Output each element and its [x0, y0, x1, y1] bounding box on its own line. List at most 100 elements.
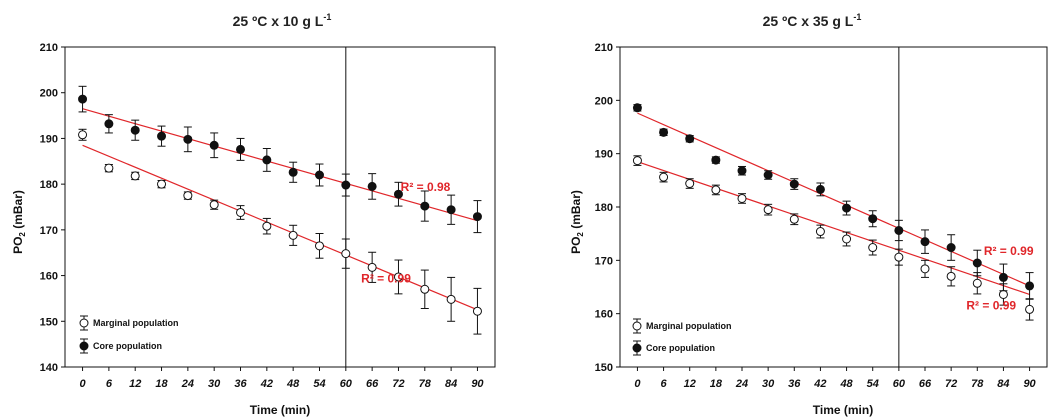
- chart-left-marginal-point: [341, 249, 351, 259]
- chart-right-plot-frame: [619, 46, 1048, 368]
- legend-marginal-marker: [79, 318, 89, 328]
- chart-right-core-point: [998, 272, 1008, 282]
- chart-left-marginal-point: [262, 221, 272, 231]
- chart-left-marginal-r2-label: R² = 0.99: [361, 271, 411, 285]
- chart-left-marginal-point: [446, 294, 456, 304]
- chart-right-ytick-label: 180: [595, 202, 613, 214]
- chart-left-core-regression-line: [82, 108, 478, 222]
- chart-right-marginal-point: [789, 214, 799, 224]
- chart-right-core-point: [659, 127, 669, 137]
- chart-right-xtick-label: 84: [997, 378, 1009, 390]
- chart-left-xtick-label: 72: [392, 378, 404, 390]
- chart-right-marginal-point: [1025, 304, 1035, 314]
- chart-right-marginal-point: [920, 264, 930, 274]
- chart-left-marginal-point: [236, 207, 246, 217]
- chart-right-xtick-label: 0: [634, 378, 641, 390]
- chart-left-marginal-point: [367, 262, 377, 272]
- chart-right-marginal-point: [711, 185, 721, 195]
- chart-left-core-point: [104, 119, 114, 129]
- chart-right-core-point: [815, 184, 825, 194]
- chart-right-core-point: [789, 179, 799, 189]
- chart-right-core-point: [737, 166, 747, 176]
- chart-left-xtick-label: 84: [445, 378, 457, 390]
- chart-left-core-point: [288, 167, 298, 177]
- legend-marginal-label: Marginal population: [93, 318, 179, 328]
- chart-left-axes: 140 150 160 170 180 190 200 210 0 6 12 18 24 30 36 42 48…: [40, 42, 496, 390]
- chart-left-marginal-point: [472, 306, 482, 316]
- chart-left-marginal-point: [157, 179, 167, 189]
- chart-left-marginal-point: [78, 130, 88, 140]
- chart-left-xtick-label: 90: [471, 378, 484, 390]
- chart-right-marginal-r2-label: R² = 0.99: [966, 298, 1016, 312]
- chart-right-marginal-point: [894, 252, 904, 262]
- chart-left-core-point: [446, 205, 456, 215]
- chart-left-marginal-point: [209, 200, 219, 210]
- chart-left-core-point: [236, 144, 246, 154]
- chart-left-xtick-label: 18: [155, 378, 168, 390]
- chart-right-axes: 150 160 170 180 190 200 210 0 6 12 18 24 30 36 42 48 54 6…: [595, 42, 1048, 390]
- chart-right-core-point: [920, 237, 930, 247]
- chart-right-ylabel-tail: (mBar): [569, 190, 583, 232]
- chart-left-ylabel-sub: 2: [18, 232, 27, 237]
- chart-right-xtick-label: 30: [762, 378, 775, 390]
- chart-right-xtick-label: 24: [735, 378, 748, 390]
- chart-right-xtick-label: 66: [919, 378, 932, 390]
- chart-right-legend: Marginal population Core population: [632, 318, 732, 356]
- chart-right-ytick-label: 210: [595, 42, 613, 54]
- chart-right-xtick-label: 18: [710, 378, 723, 390]
- chart-left-core-point: [262, 155, 272, 165]
- chart-right-marginal-point: [868, 243, 878, 253]
- legend-core-label: Core population: [646, 343, 715, 353]
- chart-left-marginal-point: [393, 272, 403, 282]
- chart-left-core-point: [420, 201, 430, 211]
- chart-left-core-point: [367, 181, 377, 191]
- chart-left-xtick-label: 54: [313, 378, 325, 390]
- chart-right-marginal-point: [946, 271, 956, 281]
- chart-right-xtick-label: 48: [839, 378, 853, 390]
- chart-left-ytick-label: 150: [40, 316, 58, 328]
- chart-left-core-point: [130, 125, 140, 135]
- legend-core-marker: [632, 343, 642, 353]
- chart-left-ylabel-tail: (mBar): [11, 190, 25, 232]
- chart-right-xtick-label: 72: [945, 378, 957, 390]
- chart-left-title-sup: -1: [323, 12, 331, 22]
- chart-left-ytick-label: 200: [40, 88, 58, 100]
- legend-core-label: Core population: [93, 341, 162, 351]
- legend-core-marker: [79, 341, 89, 351]
- chart-left-marginal-point: [420, 284, 430, 294]
- chart-right-marginal-point: [972, 278, 982, 288]
- chart-right-core-point: [868, 214, 878, 224]
- chart-left-ytick-label: 190: [40, 133, 58, 145]
- chart-right-ytick-label: 200: [595, 95, 613, 107]
- chart-left-title: 25 ºC x 10 g L-1: [233, 12, 332, 29]
- chart-left-xtick-label: 60: [340, 378, 353, 390]
- chart-right-title-main: 25 ºC x 35 g L: [763, 13, 854, 29]
- chart-right-marginal-point: [763, 205, 773, 215]
- chart-right-marginal-point: [737, 193, 747, 203]
- chart-right: 25 ºC x 35 g L-1 150 160 170 180 190 200 210 0 6…: [569, 12, 1048, 417]
- chart-right-xtick-label: 12: [684, 378, 696, 390]
- chart-left-core-point: [183, 134, 193, 144]
- chart-right-xtick-label: 60: [893, 378, 906, 390]
- chart-left-core-point: [393, 189, 403, 199]
- chart-left-xtick-label: 36: [234, 378, 247, 390]
- chart-left-core-point: [78, 94, 88, 104]
- chart-left-xtick-label: 0: [79, 378, 86, 390]
- chart-left-marginal-point: [104, 163, 114, 173]
- chart-right-core-point: [842, 203, 852, 213]
- chart-right-core-point: [1025, 281, 1035, 291]
- chart-left-core-point: [314, 170, 324, 180]
- chart-left-ytick-label: 180: [40, 179, 58, 191]
- chart-left-plot-frame: [64, 46, 496, 368]
- chart-right-xtick-label: 6: [661, 378, 668, 390]
- chart-right-ylabel-main: PO: [569, 237, 583, 254]
- chart-left-xlabel: Time (min): [250, 403, 310, 417]
- chart-left-marginal-point: [183, 191, 193, 201]
- chart-right-marginal-point: [685, 179, 695, 189]
- chart-left-marginal-point: [288, 230, 298, 240]
- chart-left-core-point: [157, 131, 167, 141]
- chart-right-title: 25 ºC x 35 g L-1: [763, 12, 862, 29]
- chart-left-xtick-label: 30: [208, 378, 221, 390]
- chart-right-marginal-point: [998, 289, 1008, 299]
